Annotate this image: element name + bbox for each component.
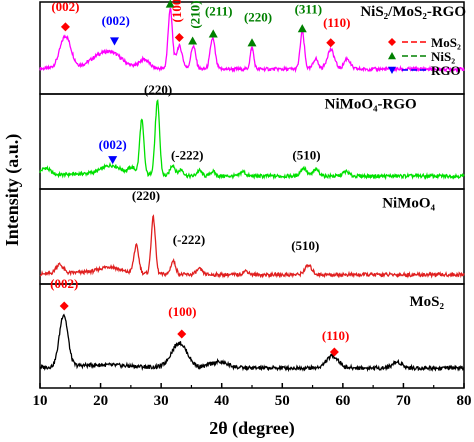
panel-3: MoS₂ (002) (100) (110) [39, 276, 465, 389]
series-line [39, 214, 465, 279]
peak-annotation: (510) [292, 148, 320, 163]
peak-marker-triangle-up [165, 0, 175, 8]
peak-marker-triangle-up [208, 29, 218, 38]
series-line [39, 313, 465, 373]
x-axis-label: 2θ (degree) [209, 418, 295, 439]
peak-marker-diamond [59, 301, 69, 311]
peak-annotation: (220) [144, 82, 172, 97]
peak-annotation: (220) [244, 10, 272, 25]
peak-marker-diamond [329, 347, 339, 357]
panel-2: NiMoO₄ (220) (-222) (510) [39, 188, 465, 285]
x-tick-label: 80 [457, 393, 472, 409]
panel-label: NiMoO₄ [382, 195, 435, 211]
peak-annotation: (510) [291, 238, 319, 253]
x-axis: 10 20 30 40 50 60 70 80 [33, 383, 472, 409]
peak-annotation: (002) [50, 276, 78, 291]
peak-annotation: (311) [295, 2, 322, 17]
panel-1: NiMoO₄-RGO (220) (002) (-222) (510) [39, 82, 465, 190]
x-tick-label: 70 [396, 393, 411, 409]
x-tick-label: 30 [154, 393, 169, 409]
peak-annotation: (100) [169, 0, 184, 22]
peak-annotation: (220) [132, 188, 160, 203]
peak-marker-diamond [60, 22, 70, 32]
peak-annotation: (-222) [171, 148, 204, 163]
legend-label: NiS₂ [431, 49, 455, 64]
peak-marker-triangle-down [110, 37, 120, 46]
peak-annotation: (100) [168, 304, 196, 319]
x-tick-label: 50 [275, 393, 290, 409]
peak-marker-triangle-up [188, 36, 198, 45]
legend-label: RGO [431, 63, 461, 78]
y-axis-label: Intensity (a.u.) [2, 134, 23, 247]
peak-marker-diamond [177, 329, 187, 339]
x-tick-label: 40 [214, 393, 229, 409]
series-line [39, 99, 465, 181]
chart-panels: (002)(002)(200)(100)(210)(211)(220)(311)… [39, 0, 465, 389]
peak-marker-diamond [326, 38, 336, 48]
peak-marker-triangle-down [108, 156, 118, 165]
legend-label: MoS₂ [431, 35, 461, 50]
peak-marker-triangle-up [297, 24, 307, 33]
peak-annotation: (210) [187, 0, 202, 28]
panel-label: MoS₂ [409, 294, 444, 310]
x-tick-label: 20 [93, 393, 108, 409]
panel-label: NiMoO₄-RGO [325, 97, 417, 113]
legend-marker [388, 52, 396, 60]
top-panel-title: NiS₂/MoS₂-RGO [360, 4, 466, 20]
peak-annotation: (002) [102, 13, 130, 28]
peak-marker-triangle-up [247, 38, 257, 47]
peak-marker-diamond [174, 32, 184, 42]
x-tick-label: 60 [335, 393, 350, 409]
peak-annotation: (-222) [173, 232, 206, 247]
x-tick-label: 10 [33, 393, 48, 409]
peak-annotation: (110) [323, 15, 350, 30]
legend-marker [388, 66, 396, 74]
peak-annotation: (002) [99, 137, 127, 152]
peak-annotation: (110) [322, 328, 349, 343]
peak-annotation: (002) [51, 0, 79, 14]
panel-frame [39, 283, 465, 389]
legend-marker [388, 38, 396, 46]
peak-annotation: (211) [205, 3, 232, 18]
